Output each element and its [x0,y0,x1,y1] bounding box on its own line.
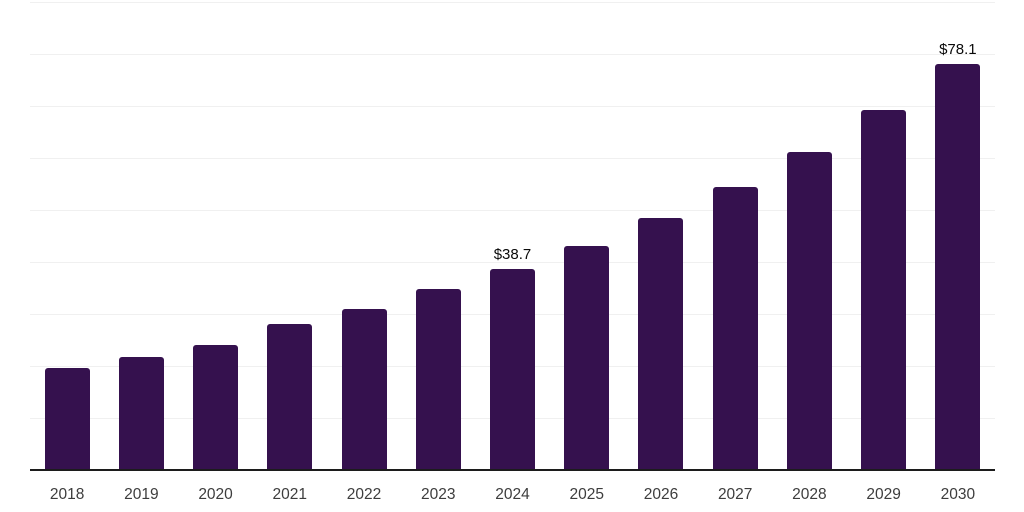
x-tick-label-2024: 2024 [495,486,530,503]
bar-2025 [564,245,610,470]
x-tick-label-2028: 2028 [792,486,827,503]
x-tick-label-2023: 2023 [421,486,456,503]
bar-2021 [267,323,313,470]
x-tick-label-2020: 2020 [198,486,233,503]
bar-2024 [490,268,535,470]
gridline [30,158,995,159]
bar-2026 [638,218,684,470]
bar-2019 [118,356,164,470]
gridline [30,210,995,211]
x-tick-label-2026: 2026 [643,486,679,503]
x-tick-label-2021: 2021 [272,486,308,503]
gridline [30,262,995,263]
bar-2020 [193,345,239,470]
x-tick-label-2018: 2018 [49,486,85,503]
gridline [30,2,995,3]
x-tick-label-2029: 2029 [866,486,901,503]
x-tick-label-2019: 2019 [124,486,159,503]
gridline [30,106,995,107]
x-axis-line [30,469,995,471]
bar-2029 [861,110,907,470]
x-tick-label-2027: 2027 [717,486,753,503]
bar-value-label-2030: $78.1 [939,40,977,58]
x-tick-label-2025: 2025 [569,486,604,503]
bar-2028 [786,151,832,470]
bar-2018 [44,368,90,470]
bar-value-label-2024: $38.7 [493,245,532,263]
bar-2030 [935,63,981,470]
bar-2023 [415,289,461,470]
bar-2027 [712,186,758,470]
gridline [30,54,995,55]
bar-2022 [341,308,387,470]
x-tick-label-2022: 2022 [346,486,382,503]
x-tick-label-2030: 2030 [940,486,976,503]
plot-area [30,2,995,470]
